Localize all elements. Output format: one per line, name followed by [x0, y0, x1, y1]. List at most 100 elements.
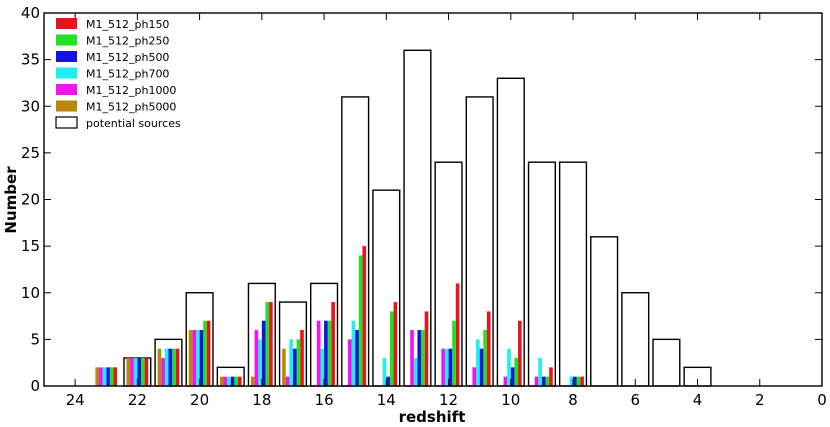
- bar-M1_512_ph500: [541, 376, 546, 386]
- legend-swatch-M1_512_ph250: [56, 34, 77, 46]
- bar-M1_512_ph250: [234, 376, 238, 386]
- x-tick-label: 16: [315, 391, 334, 409]
- bar-M1_512_ph500: [199, 330, 204, 386]
- legend-label: potential sources: [86, 117, 181, 130]
- y-axis-title: Number: [2, 166, 20, 234]
- bar-M1_512_ph1000: [347, 339, 352, 386]
- bar-M1_512_ph150: [549, 367, 553, 386]
- x-tick-label: 6: [631, 391, 641, 409]
- bar-M1_512_ph5000: [157, 348, 162, 386]
- y-tick-label: 0: [30, 377, 40, 395]
- bar-M1_512_ph1000: [161, 358, 165, 386]
- bar-M1_512_ph700: [413, 358, 418, 386]
- bar-M1_512_ph250: [483, 330, 487, 386]
- bar-M1_512_ph700: [538, 358, 542, 386]
- bar-M1_512_ph150: [580, 376, 584, 386]
- y-tick-label: 10: [21, 284, 40, 302]
- bar-M1_512_ph500: [292, 348, 297, 386]
- legend-label: M1_512_ph500: [86, 51, 169, 64]
- bar-M1_512_ph5000: [219, 376, 224, 386]
- bar-M1_512_ph150: [206, 320, 211, 386]
- bar-M1_512_ph500: [386, 376, 390, 386]
- bar-M1_512_ph250: [265, 302, 270, 386]
- legend-swatch-M1_512_ph700: [56, 67, 77, 79]
- bar-M1_512_ph1000: [441, 348, 445, 386]
- bar-M1_512_ph5000: [95, 367, 100, 386]
- bar-M1_512_ph500: [168, 348, 173, 386]
- bar-M1_512_ph700: [382, 358, 387, 386]
- bar-M1_512_ph700: [227, 376, 231, 386]
- bar-M1_512_ph5000: [126, 358, 131, 386]
- legend-label: M1_512_ph250: [86, 35, 169, 48]
- potential-bar: [652, 338, 681, 387]
- bar-M1_512_ph250: [109, 367, 114, 386]
- bar-M1_512_ph150: [362, 246, 367, 386]
- bar-M1_512_ph700: [289, 339, 293, 386]
- x-tick-label: 24: [66, 391, 85, 409]
- bar-M1_512_ph500: [417, 330, 422, 386]
- bar-M1_512_ph5000: [282, 348, 286, 386]
- bar-M1_512_ph250: [576, 376, 581, 386]
- legend-label: M1_512_ph5000: [86, 101, 176, 114]
- bar-M1_512_ph250: [203, 320, 207, 386]
- bar-M1_512_ph250: [421, 330, 425, 386]
- bar-M1_512_ph150: [424, 311, 429, 386]
- x-tick-label: 12: [439, 391, 458, 409]
- bar-M1_512_ph700: [258, 339, 262, 386]
- bar-M1_512_ph500: [261, 320, 266, 386]
- bar-M1_512_ph500: [230, 376, 235, 386]
- bar-M1_512_ph1000: [254, 330, 259, 386]
- bar-M1_512_ph150: [393, 302, 398, 386]
- bar-M1_512_ph150: [455, 283, 460, 386]
- y-tick-label: 15: [21, 237, 40, 255]
- x-tick-label: 18: [252, 391, 271, 409]
- y-tick-label: 25: [21, 144, 40, 162]
- y-tick-label: 30: [21, 97, 40, 115]
- bar-M1_512_ph500: [448, 348, 453, 386]
- bar-M1_512_ph150: [300, 330, 304, 386]
- bar-M1_512_ph250: [172, 348, 176, 386]
- bar-M1_512_ph500: [355, 330, 359, 386]
- potential-bar: [558, 161, 588, 387]
- bar-M1_512_ph5000: [250, 376, 255, 386]
- legend-swatch-M1_512_ph5000: [56, 100, 77, 112]
- bar-M1_512_ph700: [164, 348, 169, 386]
- y-tick-label: 40: [21, 4, 40, 22]
- x-tick-label: 22: [128, 391, 147, 409]
- bar-M1_512_ph5000: [188, 330, 193, 386]
- x-axis-title: redshift: [399, 408, 466, 426]
- legend-label: M1_512_ph700: [86, 68, 169, 81]
- bar-M1_512_ph500: [479, 348, 484, 386]
- bar-M1_512_ph1000: [192, 330, 196, 386]
- bar-M1_512_ph500: [573, 376, 577, 386]
- bar-M1_512_ph1000: [223, 376, 228, 386]
- x-tick-label: 0: [817, 391, 827, 409]
- bar-M1_512_ph150: [175, 348, 180, 386]
- bar-M1_512_ph700: [320, 348, 325, 386]
- legend-label: M1_512_ph1000: [86, 84, 176, 97]
- y-tick-label: 20: [21, 191, 40, 209]
- legend-swatch-M1_512_ph150: [56, 18, 77, 29]
- bar-M1_512_ph1000: [285, 376, 290, 386]
- legend-label: M1_512_ph150: [86, 18, 169, 31]
- bar-M1_512_ph250: [327, 320, 332, 386]
- potential-bar: [527, 161, 557, 387]
- x-tick-label: 20: [190, 391, 209, 409]
- plot-area: 24 22 20 18 16 14 12 10 8 6 4 2 00510152025303540M1_…: [21, 4, 827, 409]
- bar-M1_512_ph150: [144, 358, 149, 386]
- bar-M1_512_ph150: [269, 302, 273, 386]
- potential-bar: [621, 292, 650, 387]
- bar-M1_512_ph150: [486, 311, 491, 386]
- bar-M1_512_ph1000: [534, 376, 539, 386]
- bar-M1_512_ph500: [510, 367, 515, 386]
- x-tick-label: 8: [568, 391, 578, 409]
- bar-M1_512_ph150: [113, 367, 118, 386]
- bar-M1_512_ph1000: [503, 376, 508, 386]
- bar-M1_512_ph150: [518, 320, 522, 386]
- bar-M1_512_ph250: [140, 358, 145, 386]
- bar-M1_512_ph1000: [472, 367, 477, 386]
- bar-M1_512_ph700: [195, 330, 200, 386]
- bar-M1_512_ph500: [137, 358, 141, 386]
- y-tick-label: 5: [30, 330, 40, 348]
